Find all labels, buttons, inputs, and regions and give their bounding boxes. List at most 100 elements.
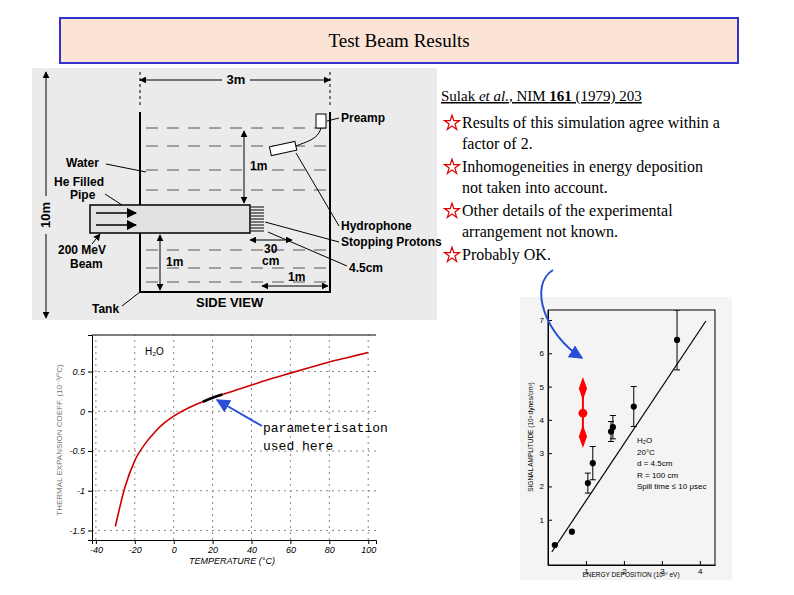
tick-mark	[662, 561, 663, 565]
label: He Filled	[54, 175, 104, 189]
tick: 0	[172, 540, 177, 555]
water-line	[146, 170, 326, 171]
tick: -1.5	[69, 526, 92, 536]
tick: 6	[540, 349, 552, 358]
beam-arrow	[96, 224, 136, 226]
annotation: d = 4.5cm	[637, 459, 673, 468]
y-axis: -1.5-1-0.500.5	[69, 336, 92, 541]
tick: -1	[77, 486, 92, 496]
tick: 5	[540, 383, 552, 392]
error-bar-cap	[674, 310, 680, 311]
y-axis-title: THERMAL EXPANSION COEFF. (10⁻³/°C)	[55, 364, 64, 516]
axis-line	[93, 541, 377, 545]
fit-line	[552, 321, 706, 552]
grid-line	[290, 335, 291, 540]
label: 200 MeV	[58, 243, 106, 257]
data-point	[590, 460, 596, 466]
chart-title: H₂O	[145, 346, 164, 357]
label: Preamp	[341, 111, 385, 125]
pipe	[90, 205, 250, 233]
tick-mark	[329, 540, 330, 544]
pointer-arrow	[541, 270, 582, 358]
proton-stop	[251, 213, 264, 214]
tick: 40	[247, 540, 257, 555]
diagram-background	[32, 68, 437, 320]
tick: 3	[540, 449, 552, 458]
error-bar	[590, 446, 596, 479]
label: Stopping Protons	[341, 235, 442, 249]
bullet-text: Other details of the experimental	[462, 202, 673, 220]
annotation: Spill time ≤ 10 μsec	[637, 482, 706, 491]
grid-line	[92, 530, 376, 531]
bullet-text: Results of this simulation agree within …	[462, 114, 720, 132]
tick-label: -40	[90, 545, 103, 555]
cable	[296, 128, 321, 146]
tick: 4	[540, 416, 552, 425]
proton-stop	[251, 222, 264, 223]
x-axis-title: ENERGY DEPOSITION (10²⁰ eV)	[582, 571, 679, 579]
tick-label: 20	[207, 545, 218, 555]
proton-stop	[251, 216, 264, 217]
reference-part: et al.	[479, 88, 509, 104]
preamp	[316, 114, 326, 128]
error-bar-cap	[590, 446, 596, 447]
proton-stop	[251, 210, 264, 211]
tick-label: 5	[540, 383, 545, 392]
tick-label: 3	[540, 449, 545, 458]
tick-mark	[700, 561, 701, 565]
y-axis: 1234567	[540, 311, 552, 566]
range-end	[579, 425, 587, 448]
tick-label: 1	[540, 516, 545, 525]
label: 1m	[288, 270, 305, 284]
dimension	[330, 72, 331, 108]
frame	[548, 310, 715, 565]
tick: 20	[207, 540, 218, 555]
grid-line	[251, 335, 252, 540]
label: 4.5cm	[349, 261, 383, 275]
x-axis-title: TEMPERATURE (°C)	[189, 556, 275, 566]
tick: 0	[80, 407, 92, 417]
title-box	[60, 18, 738, 63]
label: 10m	[38, 202, 53, 228]
tick: 100	[361, 540, 376, 555]
data-point	[585, 480, 591, 486]
error-bar-cap	[585, 473, 591, 474]
tick-label: 60	[286, 545, 296, 555]
bullet-text: Inhomogeneities in energy deposition	[462, 158, 703, 176]
dimension	[160, 235, 161, 290]
tick-label: 100	[361, 545, 376, 555]
error-bar-cap	[608, 441, 614, 442]
axis-line	[549, 565, 716, 566]
data-point	[610, 424, 616, 430]
reference: Sulak et al., NIM 161 (1979) 203	[441, 88, 642, 105]
tick-label: 7	[540, 316, 545, 325]
tick-mark	[548, 520, 552, 521]
chart-background	[520, 297, 732, 580]
label: Water	[66, 156, 99, 170]
tick-label: 0.5	[72, 367, 86, 377]
error-bar	[610, 416, 616, 439]
label: 1m	[166, 255, 183, 269]
tick-mark	[548, 486, 552, 487]
annotation: 20°C	[637, 448, 655, 457]
tick: 60	[286, 540, 296, 555]
tick-mark	[548, 387, 552, 388]
dimension	[250, 80, 330, 81]
tick: 1	[540, 516, 552, 525]
bullet-star	[444, 247, 459, 261]
tick-label: 4	[540, 416, 545, 425]
data-point	[674, 337, 680, 343]
dimension	[250, 240, 292, 241]
tick-mark	[586, 561, 587, 565]
grid-line	[173, 335, 174, 540]
grid-line	[92, 490, 376, 491]
tick: 0.5	[72, 367, 92, 377]
bullet-star	[444, 203, 459, 217]
label: Beam	[70, 257, 103, 271]
error-bar	[585, 473, 591, 493]
tick: -20	[129, 540, 142, 555]
dimension	[46, 234, 47, 318]
axis-line	[548, 311, 549, 566]
error-bar-cap	[585, 493, 591, 494]
dimension	[140, 72, 141, 108]
